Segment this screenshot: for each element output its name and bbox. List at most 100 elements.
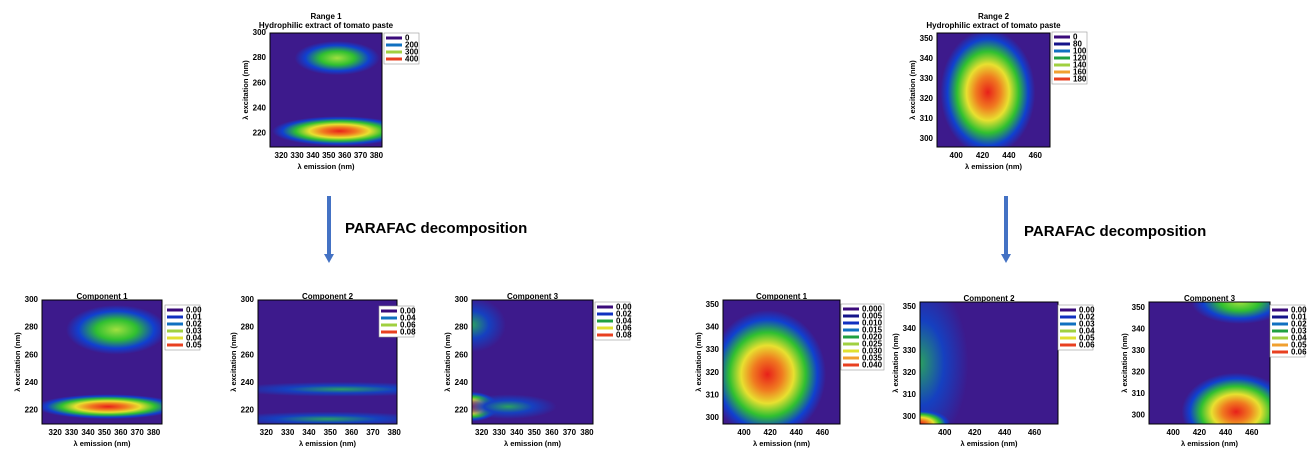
x-tick-label: 360 (114, 428, 128, 437)
y-tick-label: 300 (920, 134, 934, 143)
heatmap (270, 33, 382, 147)
x-tick-label: 350 (98, 428, 112, 437)
plot-frame (722, 299, 841, 425)
x-axis-label: λ emission (nm) (1181, 439, 1239, 448)
arrow-head (324, 254, 334, 263)
y-tick-label: 350 (706, 300, 720, 309)
x-tick-label: 340 (306, 151, 320, 160)
legend-label: 120 (1073, 54, 1087, 63)
legend-label: 0.05 (1079, 334, 1095, 343)
plot-frame (269, 32, 383, 148)
y-tick-label: 350 (1132, 303, 1146, 312)
x-tick-label: 330 (493, 428, 507, 437)
legend-label: 160 (1073, 68, 1087, 77)
plot-frame (1148, 301, 1271, 425)
panel-title: Component 1 (76, 292, 128, 301)
legend-label: 0.03 (1079, 320, 1095, 329)
x-tick-label: 460 (1029, 151, 1043, 160)
x-tick-label: 460 (816, 428, 830, 437)
x-tick-label: 440 (1219, 428, 1233, 437)
y-tick-label: 330 (706, 345, 720, 354)
legend-label: 0.02 (1291, 320, 1307, 329)
y-tick-label: 280 (241, 323, 255, 332)
heatmap (258, 300, 397, 424)
panel-title: Range 1 (310, 12, 342, 21)
x-tick-label: 340 (510, 428, 524, 437)
x-axis-label: λ emission (nm) (965, 162, 1023, 171)
x-tick-label: 350 (528, 428, 542, 437)
legend-label: 0.00 (1291, 306, 1307, 315)
y-tick-label: 310 (706, 390, 720, 399)
y-tick-label: 280 (253, 53, 267, 62)
legend-label: 200 (405, 41, 419, 50)
legend-label: 0.04 (1079, 327, 1095, 336)
y-tick-label: 300 (1132, 411, 1146, 420)
x-tick-label: 400 (737, 428, 751, 437)
x-tick-label: 460 (1028, 428, 1042, 437)
legend-label: 0.005 (862, 312, 883, 321)
x-tick-label: 460 (1245, 428, 1259, 437)
y-tick-label: 220 (455, 405, 469, 414)
legend-label: 0.00 (186, 306, 202, 315)
legend-label: 0 (1073, 33, 1078, 42)
heatmap (920, 302, 1058, 424)
legend-label: 0.06 (1291, 348, 1307, 357)
panel: Component 3 350 340 330 320 310 300 400 420 440 46… (1120, 294, 1307, 448)
legend-label: 0.02 (186, 320, 202, 329)
y-tick-label: 300 (455, 295, 469, 304)
x-tick-label: 380 (370, 151, 384, 160)
y-tick-label: 300 (25, 295, 39, 304)
y-tick-label: 320 (903, 368, 917, 377)
y-axis-label: λ excitation (nm) (13, 332, 22, 392)
x-axis-label: λ emission (nm) (73, 439, 131, 448)
x-tick-label: 400 (950, 151, 964, 160)
y-tick-label: 240 (25, 378, 39, 387)
heat-blob (258, 411, 397, 424)
heatmap-bg (258, 300, 397, 424)
heat-blob (920, 302, 969, 424)
y-axis-label: λ excitation (nm) (229, 332, 238, 392)
y-tick-label: 310 (903, 390, 917, 399)
legend-box (164, 304, 201, 351)
y-tick-label: 350 (920, 34, 934, 43)
heat-blob (472, 300, 506, 353)
x-axis-label: λ emission (nm) (504, 439, 562, 448)
y-axis-label: λ excitation (nm) (1120, 333, 1129, 393)
legend-label: 0.04 (1291, 334, 1307, 343)
y-tick-label: 330 (920, 74, 934, 83)
heat-blob (42, 394, 162, 420)
x-tick-label: 400 (1167, 428, 1181, 437)
y-tick-label: 260 (241, 350, 255, 359)
heat-blob (920, 409, 951, 424)
y-tick-label: 280 (25, 323, 39, 332)
x-tick-label: 420 (976, 151, 990, 160)
heat-blob (472, 394, 557, 420)
x-tick-label: 350 (324, 428, 338, 437)
legend-label: 0.04 (616, 317, 632, 326)
legend-label: 0.08 (400, 328, 416, 337)
legend-label: 0.00 (1079, 306, 1095, 315)
x-tick-label: 380 (580, 428, 594, 437)
y-tick-label: 240 (241, 378, 255, 387)
heatmap (42, 300, 162, 424)
x-tick-label: 440 (1002, 151, 1016, 160)
x-tick-label: 330 (290, 151, 304, 160)
arrow-label: PARAFAC decomposition (1024, 223, 1206, 240)
x-tick-label: 370 (354, 151, 368, 160)
x-tick-label: 320 (475, 428, 489, 437)
y-tick-label: 320 (920, 94, 934, 103)
x-tick-label: 420 (764, 428, 778, 437)
panel-title: Range 2 (978, 12, 1010, 21)
y-tick-label: 350 (903, 302, 917, 311)
heatmap (472, 300, 593, 424)
legend-box (1057, 304, 1094, 351)
y-axis-label: λ excitation (nm) (443, 332, 452, 392)
x-tick-label: 350 (322, 151, 336, 160)
y-tick-label: 340 (1132, 325, 1146, 334)
y-tick-label: 260 (25, 350, 39, 359)
panel: Component 2 350 340 330 320 310 300 400 420 440 46… (891, 294, 1095, 448)
x-axis-label: λ emission (nm) (753, 439, 811, 448)
panel-subtitle: Hydrophilic extract of tomato paste (259, 21, 394, 30)
legend-label: 0.035 (862, 354, 883, 363)
legend-label: 0.04 (400, 314, 416, 323)
